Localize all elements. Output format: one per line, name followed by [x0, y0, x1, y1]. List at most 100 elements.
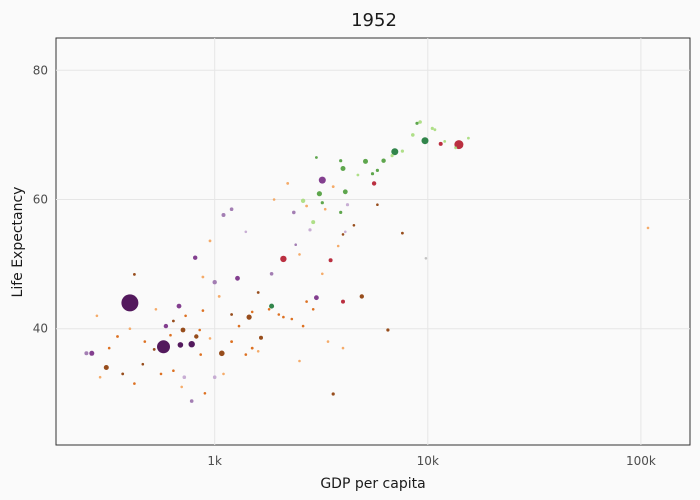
data-point [203, 392, 207, 395]
data-point [180, 385, 183, 389]
y-tick-label: 60 [33, 193, 48, 207]
x-tick-label: 10k [417, 454, 439, 468]
data-point [311, 220, 316, 225]
data-point [116, 335, 119, 338]
data-point [321, 272, 324, 276]
data-point [141, 362, 145, 366]
data-point [229, 207, 234, 211]
data-point [336, 244, 340, 248]
data-point [339, 159, 343, 163]
data-point [331, 392, 335, 396]
data-point [326, 340, 330, 343]
data-point [298, 359, 301, 363]
data-point [282, 315, 285, 319]
data-point [323, 207, 327, 211]
data-point [400, 149, 404, 153]
data-point [184, 314, 187, 318]
data-point [359, 294, 364, 299]
data-point [188, 341, 195, 348]
data-point [443, 140, 447, 143]
data-point [172, 319, 175, 323]
data-point [308, 228, 312, 232]
data-point [370, 172, 375, 176]
data-point [280, 255, 287, 263]
data-point [311, 308, 315, 311]
data-point [331, 185, 335, 189]
data-point [121, 372, 125, 376]
data-point [328, 258, 333, 263]
data-point [208, 239, 212, 243]
chart-title: 1952 [351, 10, 397, 31]
data-point [235, 275, 240, 281]
data-point [157, 340, 170, 354]
data-point [194, 334, 199, 339]
data-point [159, 372, 163, 376]
data-point [95, 314, 99, 318]
data-point [180, 327, 186, 333]
data-point [244, 230, 248, 234]
y-tick-label: 80 [33, 63, 48, 77]
data-point [356, 173, 360, 177]
data-point [371, 181, 377, 186]
data-point [381, 158, 386, 163]
data-point [315, 156, 318, 159]
data-point [212, 375, 217, 380]
data-point [421, 137, 429, 145]
data-point [152, 348, 156, 351]
data-point [107, 346, 111, 350]
data-point [375, 168, 379, 172]
data-point [176, 303, 182, 309]
data-point [221, 213, 226, 217]
data-point [391, 148, 399, 156]
axis-ticks: 1k 10k 100k 40 60 80 [33, 63, 656, 468]
data-point [217, 295, 221, 298]
data-point [163, 323, 169, 329]
data-point [269, 272, 274, 276]
data-point [411, 133, 415, 137]
data-point [222, 372, 225, 376]
data-point [199, 353, 202, 356]
data-point [121, 294, 139, 312]
y-axis-label: Life Expectancy [10, 187, 26, 298]
data-point [272, 198, 276, 201]
data-point [198, 328, 201, 332]
data-points [84, 120, 650, 403]
x-tick-label: 1k [207, 454, 222, 468]
data-point [418, 120, 422, 124]
data-point [345, 203, 350, 207]
data-point [438, 141, 443, 146]
data-point [415, 121, 419, 125]
data-point [300, 198, 306, 203]
data-point [277, 313, 281, 316]
gridlines [56, 38, 690, 445]
data-point [103, 365, 109, 370]
data-point [352, 224, 356, 227]
data-point [201, 275, 205, 279]
data-point [250, 346, 254, 350]
data-point [98, 375, 102, 379]
data-point [363, 158, 368, 164]
data-point [212, 280, 217, 285]
data-point [305, 204, 308, 208]
y-tick-label: 40 [33, 322, 48, 336]
data-point [193, 255, 198, 260]
data-point [259, 335, 263, 340]
data-point [154, 308, 158, 311]
data-point [339, 210, 343, 214]
data-point [294, 243, 298, 246]
data-point [341, 233, 345, 236]
data-point [250, 310, 254, 314]
data-point [298, 253, 301, 256]
data-point [208, 337, 212, 340]
data-point [172, 369, 175, 373]
data-point [189, 399, 194, 403]
data-point [89, 350, 95, 356]
data-point [128, 327, 132, 331]
data-point [177, 342, 184, 348]
data-point [256, 350, 260, 353]
data-point [316, 191, 322, 197]
data-point [646, 226, 650, 230]
data-point [133, 273, 136, 276]
data-point [341, 346, 345, 350]
